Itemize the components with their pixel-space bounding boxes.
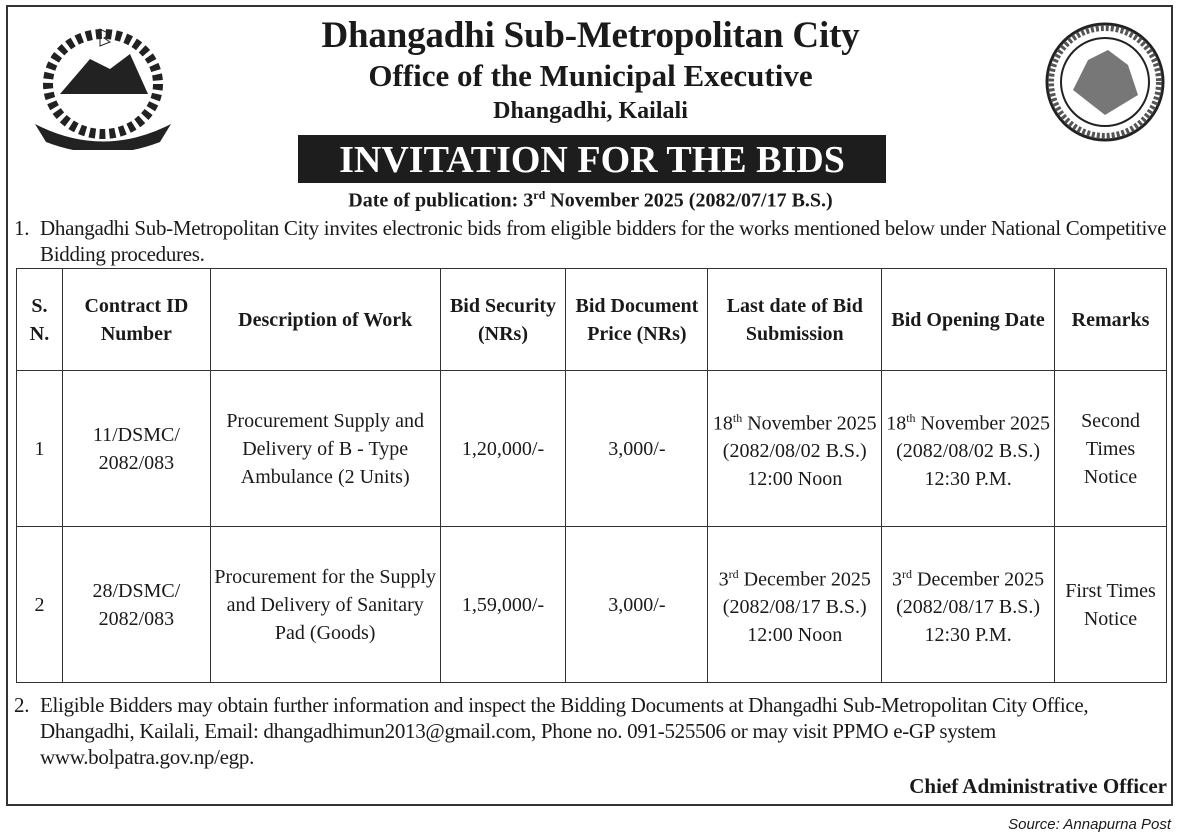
header-last-date: Last date of Bid Submission [707,268,883,371]
page-title: Dhangadhi Sub-Metropolitan City [321,15,860,56]
publication-date: Date of publication: 3rd November 2025 (… [348,188,833,212]
cell-sn: 2 [16,526,63,683]
cell-bid-security: 1,20,000/- [439,370,567,527]
cell-last-date: 3rd December 2025 (2082/08/17 B.S.) 12:0… [707,526,883,683]
municipality-seal-logo [1045,22,1165,142]
source-credit: Source: Annapurna Post [1008,816,1171,833]
paragraph-2: 2. Eligible Bidders may obtain further in… [14,693,1089,769]
office-subtitle: Office of the Municipal Executive [368,58,813,93]
header-opening-date: Bid Opening Date [881,268,1056,371]
cell-contract-id: 28/DSMC/ 2082/083 [61,526,211,683]
nepal-emblem-logo [35,28,171,150]
table-header-row: S. N. Contract ID Number Description of … [16,268,1167,371]
table-row: 2 28/DSMC/ 2082/083 Procurement for the … [16,526,1167,683]
header-bid-security: Bid Security (NRs) [439,268,567,371]
table-row: 1 11/DSMC/ 2082/083 Procurement Supply a… [16,370,1167,527]
cell-doc-price: 3,000/- [565,526,709,683]
header-remarks: Remarks [1054,268,1167,371]
header-sn: S. N. [16,268,63,371]
cell-opening-date: 18th November 2025 (2082/08/02 B.S.) 12:… [881,370,1056,527]
cell-description: Procurement for the Supply and Delivery … [209,526,441,683]
signature: Chief Administrative Officer [909,774,1167,798]
cell-last-date: 18th November 2025 (2082/08/02 B.S.) 12:… [707,370,883,527]
cell-description: Procurement Supply and Delivery of B - T… [209,370,441,527]
paragraph-1: 1. Dhangadhi Sub-Metropolitan City invite… [14,216,1167,266]
cell-opening-date: 3rd December 2025 (2082/08/17 B.S.) 12:3… [881,526,1056,683]
header-description: Description of Work [209,268,441,371]
header-doc-price: Bid Document Price (NRs) [565,268,709,371]
location: Dhangadhi, Kailali [493,98,688,124]
cell-remarks: First Times Notice [1054,526,1167,683]
cell-remarks: Second Times Notice [1054,370,1167,527]
notice-frame [6,5,1173,806]
cell-contract-id: 11/DSMC/ 2082/083 [61,370,211,527]
cell-sn: 1 [16,370,63,527]
invitation-banner: INVITATION FOR THE BIDS [298,135,886,183]
header-contract-id: Contract ID Number [61,268,211,371]
cell-bid-security: 1,59,000/- [439,526,567,683]
cell-doc-price: 3,000/- [565,370,709,527]
bids-table: S. N. Contract ID Number Description of … [16,268,1167,683]
